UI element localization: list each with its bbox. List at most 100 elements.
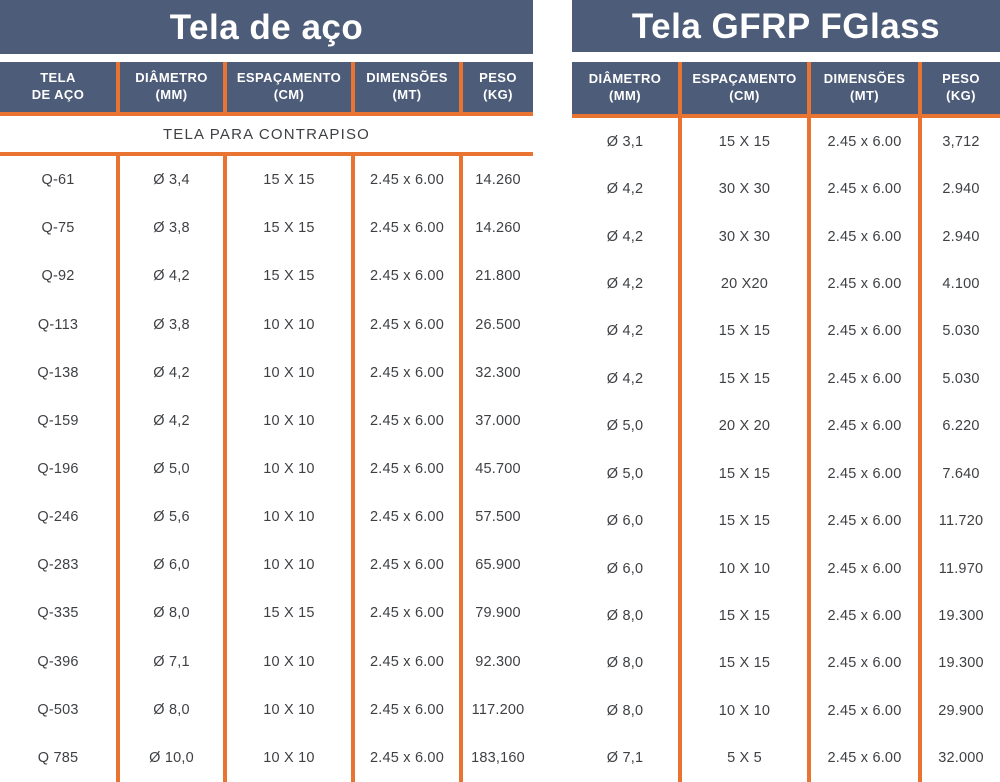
table-cell: Ø 6,0 xyxy=(606,513,644,530)
table-cell: 15 X 15 xyxy=(718,607,771,624)
table-cell: 2.45 x 6.00 xyxy=(827,370,902,387)
table-cell: 26.500 xyxy=(475,316,521,333)
column-divider xyxy=(678,260,682,308)
table-row: Q-113 Ø 3,8 10 X 10 2.45 x 6.00 26.500 xyxy=(0,300,533,349)
table-cell: Q-159 xyxy=(37,412,79,429)
table-row: Ø 4,2 30 X 30 2.45 x 6.00 2.940 xyxy=(572,165,1000,213)
steel-mesh-header-underline xyxy=(0,112,533,116)
table-row: Ø 4,2 30 X 30 2.45 x 6.00 2.940 xyxy=(572,212,1000,261)
table-cell: Ø 10,0 xyxy=(149,749,194,766)
column-header: ESPAÇAMENTO (CM) xyxy=(692,71,797,103)
column-divider xyxy=(116,348,120,397)
column-divider xyxy=(223,156,227,205)
table-cell: 2.45 x 6.00 xyxy=(827,655,902,672)
table-cell: 20 X20 xyxy=(720,275,769,292)
column-divider xyxy=(807,260,811,308)
steel-mesh-table-body: Q-61 Ø 3,4 15 X 15 2.45 x 6.00 14.260 Q-75 Ø 3… xyxy=(0,156,533,782)
column-header: DIÂMETRO (MM) xyxy=(135,70,208,102)
column-divider xyxy=(351,444,355,494)
column-header: PESO (KG) xyxy=(479,70,517,102)
column-divider xyxy=(678,497,682,545)
table-row: Q-61 Ø 3,4 15 X 15 2.45 x 6.00 14.260 xyxy=(0,156,533,205)
column-divider xyxy=(918,212,922,261)
table-row: Ø 8,0 10 X 10 2.45 x 6.00 29.900 xyxy=(572,687,1000,735)
table-cell: 19.300 xyxy=(938,655,984,672)
table-cell: Ø 8,0 xyxy=(153,605,190,622)
column-divider xyxy=(116,62,120,112)
table-cell: Ø 4,2 xyxy=(153,412,190,429)
table-cell: Q-283 xyxy=(37,557,79,574)
table-row: Ø 8,0 15 X 15 2.45 x 6.00 19.300 xyxy=(572,592,1000,640)
table-cell: Ø 5,0 xyxy=(606,418,644,435)
table-cell: 11.970 xyxy=(938,560,984,577)
table-cell: 15 X 15 xyxy=(263,220,315,237)
table-cell: Ø 5,0 xyxy=(153,461,190,478)
column-divider xyxy=(116,589,120,638)
table-cell: Ø 8,0 xyxy=(606,607,644,624)
column-divider xyxy=(807,544,811,593)
table-row: Ø 5,0 15 X 15 2.45 x 6.00 7.640 xyxy=(572,449,1000,498)
table-row: Ø 4,2 15 X 15 2.45 x 6.00 5.030 xyxy=(572,355,1000,403)
column-divider xyxy=(678,544,682,593)
column-divider xyxy=(678,449,682,498)
table-cell: 183,160 xyxy=(471,749,525,766)
column-divider xyxy=(918,592,922,640)
contrapiso-section-row: TELA PARA CONTRAPISO xyxy=(0,116,533,152)
table-row: Q-503 Ø 8,0 10 X 10 2.45 x 6.00 117.200 xyxy=(0,685,533,734)
column-divider xyxy=(918,260,922,308)
table-cell: Ø 3,4 xyxy=(153,172,190,189)
gfrp-mesh-title: Tela GFRP FGlass xyxy=(631,6,941,46)
column-header: DIÂMETRO (MM) xyxy=(588,71,662,103)
table-cell: Q-196 xyxy=(37,461,79,478)
table-cell: Ø 3,8 xyxy=(153,220,190,237)
table-cell: Ø 7,1 xyxy=(606,750,644,767)
table-cell: 2.45 x 6.00 xyxy=(827,607,902,624)
column-divider xyxy=(351,252,355,301)
table-cell: Ø 3,1 xyxy=(606,133,644,150)
table-cell: Ø 8,0 xyxy=(606,655,644,672)
table-cell: 15 X 15 xyxy=(718,370,771,387)
table-row: Q-92 Ø 4,2 15 X 15 2.45 x 6.00 21.800 xyxy=(0,252,533,301)
table-cell: 37.000 xyxy=(475,412,521,429)
table-cell: 2.45 x 6.00 xyxy=(827,228,902,245)
table-cell: Q-335 xyxy=(37,605,79,622)
column-divider xyxy=(223,685,227,734)
column-divider xyxy=(459,62,463,112)
gfrp-mesh-header-row: DIÂMETRO (MM) ESPAÇAMENTO (CM) DIMENSÕES (MT)… xyxy=(572,62,1000,114)
column-divider xyxy=(459,444,463,494)
column-divider xyxy=(918,639,922,688)
table-cell: Ø 4,2 xyxy=(606,275,644,292)
table-row: Q-159 Ø 4,2 10 X 10 2.45 x 6.00 37.000 xyxy=(0,396,533,445)
column-divider xyxy=(918,118,922,166)
column-header: DIMENSÕES (MT) xyxy=(366,70,448,102)
table-row: Ø 8,0 15 X 15 2.45 x 6.00 19.300 xyxy=(572,639,1000,688)
table-cell: 2.940 xyxy=(942,181,980,198)
table-cell: 21.800 xyxy=(475,268,521,285)
table-cell: Q-75 xyxy=(41,220,75,237)
column-divider xyxy=(918,497,922,545)
table-cell: Q-61 xyxy=(41,172,75,189)
table-cell: 29.900 xyxy=(938,702,984,719)
column-divider xyxy=(351,62,355,112)
column-divider xyxy=(678,402,682,450)
table-cell: Ø 7,1 xyxy=(153,653,190,670)
table-cell: 2.45 x 6.00 xyxy=(370,220,444,237)
table-cell: 10 X 10 xyxy=(263,412,315,429)
column-divider xyxy=(678,165,682,213)
column-divider xyxy=(223,493,227,542)
column-divider xyxy=(678,734,682,782)
steel-mesh-table: Tela de aço TELA DE AÇO DIÂMETRO (MM) ESPAÇA… xyxy=(0,0,533,782)
column-divider xyxy=(807,687,811,735)
table-cell: Q-138 xyxy=(37,364,79,381)
column-divider xyxy=(807,118,811,166)
table-cell: 15 X 15 xyxy=(263,172,315,189)
table-cell: 10 X 10 xyxy=(263,461,315,478)
table-cell: Q 785 xyxy=(37,749,79,766)
table-cell: 10 X 10 xyxy=(263,653,315,670)
column-divider xyxy=(807,497,811,545)
table-cell: 2.45 x 6.00 xyxy=(370,268,444,285)
table-cell: 10 X 10 xyxy=(263,557,315,574)
table-cell: Q-92 xyxy=(41,268,75,285)
column-divider xyxy=(223,589,227,638)
table-cell: Ø 5,6 xyxy=(153,509,190,526)
